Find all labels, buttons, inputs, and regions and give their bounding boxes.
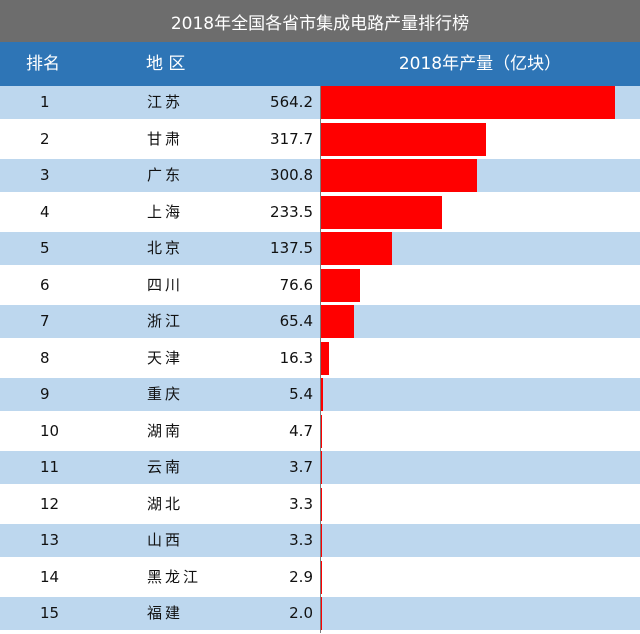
value-label: 300.8 <box>270 166 313 184</box>
region-cell: 湖北 <box>147 494 184 513</box>
rank-cell: 1 <box>40 93 50 111</box>
bar <box>320 159 478 192</box>
region-cell: 浙江 <box>147 312 184 330</box>
rank-cell: 7 <box>40 312 50 330</box>
rank-cell: 3 <box>40 166 50 184</box>
value-label: 317.7 <box>270 129 313 148</box>
region-cell: 上海 <box>147 202 184 221</box>
header-rank: 排名 <box>26 54 60 74</box>
header-region: 地 区 <box>146 54 186 74</box>
region-cell: 山西 <box>147 531 184 549</box>
bar <box>320 305 355 338</box>
value-label: 4.7 <box>289 421 313 440</box>
rank-cell: 15 <box>40 604 60 622</box>
value-label: 5.4 <box>289 385 313 403</box>
bar <box>320 86 615 119</box>
rank-cell: 8 <box>40 348 50 367</box>
value-label: 564.2 <box>270 93 313 111</box>
value-label: 16.3 <box>279 348 313 367</box>
value-label: 3.7 <box>289 458 313 476</box>
rank-cell: 4 <box>40 202 50 221</box>
rank-cell: 9 <box>40 385 50 403</box>
bar <box>320 195 443 229</box>
rank-cell: 14 <box>40 567 60 586</box>
region-cell: 北京 <box>147 239 184 257</box>
chart-title: 2018年全国各省市集成电路产量排行榜 <box>0 0 640 42</box>
region-cell: 广东 <box>147 166 184 184</box>
region-cell: 重庆 <box>147 385 184 403</box>
rank-cell: 13 <box>40 531 60 549</box>
rank-cell: 2 <box>40 129 50 148</box>
region-cell: 四川 <box>147 275 184 294</box>
bar <box>320 232 392 265</box>
rank-cell: 5 <box>40 239 50 257</box>
region-cell: 天津 <box>147 348 184 367</box>
bar <box>320 341 329 375</box>
region-cell: 江苏 <box>147 93 184 111</box>
value-label: 2.9 <box>289 567 313 586</box>
value-label: 3.3 <box>289 494 313 513</box>
region-cell: 甘肃 <box>147 129 184 148</box>
rank-cell: 11 <box>40 458 60 476</box>
bar <box>320 122 487 156</box>
region-cell: 福建 <box>147 604 184 622</box>
value-label: 76.6 <box>279 275 313 294</box>
bar <box>320 378 323 411</box>
rank-cell: 6 <box>40 275 50 294</box>
region-cell: 湖南 <box>147 421 184 440</box>
bar <box>320 414 323 448</box>
region-cell: 云南 <box>147 458 184 476</box>
region-cell: 黑龙江 <box>147 567 202 586</box>
bar-axis-line <box>320 86 321 633</box>
rank-cell: 10 <box>40 421 60 440</box>
table-header: 排名 地 区 2018年产量（亿块） <box>0 42 640 86</box>
value-label: 137.5 <box>270 239 313 257</box>
bar <box>320 268 361 302</box>
value-label: 65.4 <box>279 312 313 330</box>
value-label: 233.5 <box>270 202 313 221</box>
value-label: 2.0 <box>289 604 313 622</box>
header-value: 2018年产量（亿块） <box>398 54 562 74</box>
value-label: 3.3 <box>289 531 313 549</box>
rank-cell: 12 <box>40 494 60 513</box>
